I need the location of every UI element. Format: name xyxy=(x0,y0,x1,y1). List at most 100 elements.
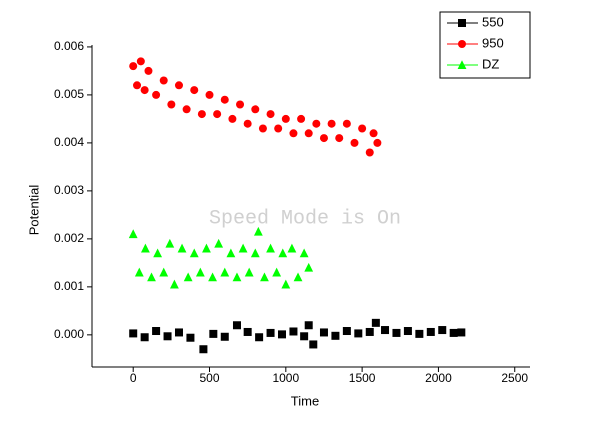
point xyxy=(163,332,172,341)
point xyxy=(189,248,199,258)
legend-marker xyxy=(458,19,466,27)
point xyxy=(304,129,313,138)
point xyxy=(236,100,245,109)
point xyxy=(152,90,161,99)
point xyxy=(190,86,199,95)
point xyxy=(209,329,218,338)
point xyxy=(299,248,309,258)
point xyxy=(327,119,336,128)
point xyxy=(255,333,264,342)
point xyxy=(335,134,344,143)
x-tick-label: 0 xyxy=(130,371,137,385)
point xyxy=(244,267,254,277)
point xyxy=(354,329,363,338)
point xyxy=(147,272,156,282)
point xyxy=(177,243,187,253)
point xyxy=(266,243,275,253)
point xyxy=(134,267,144,277)
point xyxy=(438,326,447,335)
point xyxy=(304,262,314,272)
y-tick-label: 0.001 xyxy=(54,279,84,293)
legend-label: 950 xyxy=(482,35,504,50)
point xyxy=(214,238,224,248)
point xyxy=(260,272,269,282)
point xyxy=(186,333,195,342)
point xyxy=(159,267,169,277)
point xyxy=(133,81,142,90)
point xyxy=(312,119,321,128)
watermark: Speed Mode is On xyxy=(209,207,401,230)
point xyxy=(309,340,318,349)
point xyxy=(281,114,290,123)
point xyxy=(392,328,401,337)
point xyxy=(165,238,175,248)
point xyxy=(228,114,237,123)
point xyxy=(170,279,179,289)
point xyxy=(342,327,351,336)
point xyxy=(304,321,313,330)
point xyxy=(128,229,138,239)
point xyxy=(167,100,176,109)
legend-label: DZ xyxy=(482,56,499,71)
point xyxy=(140,333,149,342)
point xyxy=(140,86,149,95)
point xyxy=(202,243,211,253)
point xyxy=(371,318,380,327)
x-tick-label: 2500 xyxy=(501,371,528,385)
point xyxy=(220,332,229,341)
point xyxy=(274,124,283,133)
point xyxy=(293,272,303,282)
point xyxy=(258,124,267,133)
point xyxy=(381,326,390,335)
point xyxy=(243,327,252,336)
point xyxy=(182,105,191,114)
point xyxy=(289,129,298,138)
point xyxy=(449,328,458,337)
x-tick-label: 500 xyxy=(199,371,219,385)
y-axis-label: Potential xyxy=(26,185,41,236)
point xyxy=(174,81,183,90)
point xyxy=(220,267,230,277)
y-tick-label: 0.000 xyxy=(54,327,84,341)
point xyxy=(342,119,351,128)
point xyxy=(213,110,222,119)
point xyxy=(220,95,229,104)
point xyxy=(197,110,206,119)
y-tick-label: 0.004 xyxy=(54,135,84,149)
point xyxy=(159,76,168,85)
legend-marker xyxy=(458,40,466,48)
point xyxy=(152,327,161,336)
point xyxy=(331,331,340,340)
point xyxy=(250,248,260,258)
point xyxy=(153,248,163,258)
point xyxy=(129,62,138,71)
point xyxy=(297,114,306,123)
point xyxy=(226,248,236,258)
point xyxy=(136,57,145,66)
point xyxy=(300,332,309,341)
point xyxy=(129,329,138,338)
point xyxy=(232,321,241,330)
point xyxy=(457,328,466,337)
point xyxy=(319,328,328,337)
point xyxy=(243,119,252,128)
point xyxy=(253,226,263,236)
point xyxy=(281,279,291,289)
legend-marker xyxy=(457,60,467,69)
point xyxy=(278,248,288,258)
point xyxy=(183,272,193,282)
point xyxy=(365,327,374,336)
point xyxy=(287,243,297,253)
point xyxy=(373,138,382,147)
point xyxy=(144,66,153,75)
point xyxy=(195,267,205,277)
point xyxy=(426,327,435,336)
point xyxy=(415,329,424,338)
point xyxy=(199,345,208,354)
point xyxy=(205,90,214,99)
y-tick-label: 0.005 xyxy=(54,87,84,101)
y-tick-label: 0.002 xyxy=(54,231,84,245)
point xyxy=(289,327,298,336)
point xyxy=(266,328,275,337)
point xyxy=(174,328,183,337)
